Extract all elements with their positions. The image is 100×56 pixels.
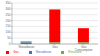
svg-text:GasConsumption: GasConsumption: [75, 45, 93, 52]
svg-text:200: 200: [5, 19, 10, 23]
svg-text:150: 150: [5, 24, 10, 28]
svg-text:100: 100: [5, 30, 10, 34]
svg-text:50: 50: [7, 36, 11, 40]
svg-text:0: 0: [9, 42, 11, 46]
html-text:Gas: Gas: [13, 50, 19, 54]
svg-text:300: 300: [5, 7, 10, 11]
html-text:Nieuwbouw: Nieuwbouw: [35, 50, 52, 54]
svg-text:Gas: Gas: [52, 45, 58, 49]
html-text:Renovatie: Renovatie: [68, 50, 82, 54]
svg-text:Nieuwbouw: Nieuwbouw: [19, 45, 35, 49]
svg-text:350: 350: [5, 1, 10, 5]
svg-text:250: 250: [5, 13, 10, 17]
